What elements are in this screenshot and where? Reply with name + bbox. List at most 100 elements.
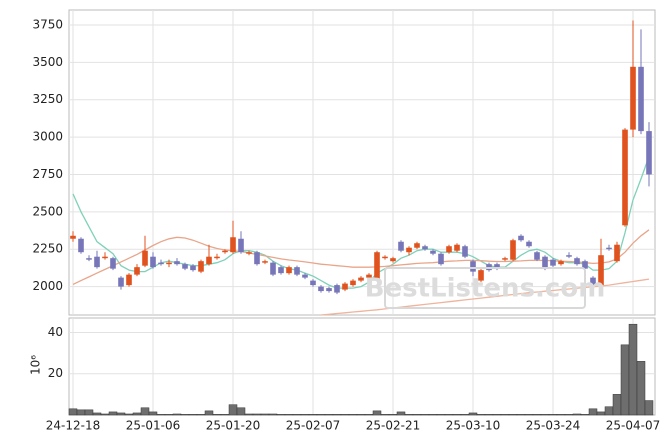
candle-body bbox=[222, 250, 228, 253]
candle-body bbox=[342, 283, 348, 290]
candle-body bbox=[374, 252, 380, 280]
candle-body bbox=[86, 258, 92, 260]
volume-bar bbox=[588, 408, 598, 416]
volume-bar bbox=[556, 414, 566, 416]
x-tick-label: 25-03-24 bbox=[526, 419, 580, 433]
y-tick-label: 2750 bbox=[32, 167, 63, 181]
volume-bar bbox=[84, 409, 94, 416]
candle-body bbox=[510, 240, 516, 260]
candle-body bbox=[358, 277, 364, 281]
x-tick-label: 25-03-10 bbox=[446, 419, 500, 433]
candle-body bbox=[534, 252, 540, 260]
candle-body bbox=[430, 250, 436, 254]
volume-bar bbox=[484, 414, 494, 416]
volume-bar bbox=[156, 414, 166, 416]
volume-bar bbox=[388, 414, 398, 416]
volume-bar bbox=[220, 414, 230, 416]
volume-bar bbox=[628, 323, 638, 416]
candle-body bbox=[142, 250, 148, 266]
volume-bar bbox=[644, 400, 654, 416]
candle-body bbox=[182, 264, 188, 269]
x-tick-label: 25-02-21 bbox=[366, 419, 420, 433]
candle-body bbox=[198, 261, 204, 272]
volume-bar bbox=[596, 411, 606, 416]
candle-body bbox=[502, 258, 508, 260]
candle-body bbox=[318, 286, 324, 292]
candle-body bbox=[422, 246, 428, 250]
volume-bar bbox=[196, 414, 206, 416]
volume-bar bbox=[212, 414, 222, 416]
candle-body bbox=[406, 247, 412, 253]
price-frame bbox=[68, 9, 656, 316]
volume-bar bbox=[308, 414, 318, 416]
volume-bar bbox=[636, 361, 646, 416]
candle-body bbox=[118, 277, 124, 287]
volume-bar bbox=[540, 414, 550, 416]
candle-body bbox=[598, 255, 604, 286]
candle-body bbox=[214, 256, 220, 259]
volume-bar bbox=[116, 412, 126, 416]
volume-bar bbox=[396, 411, 406, 416]
candle-body bbox=[582, 261, 588, 269]
volume-bar bbox=[252, 413, 262, 416]
volume-tick-label: 40 bbox=[48, 325, 63, 339]
candle-body bbox=[526, 241, 532, 247]
volume-bar bbox=[620, 344, 630, 416]
candle-body bbox=[166, 262, 172, 265]
volume-bar bbox=[292, 414, 302, 416]
volume-bar bbox=[188, 414, 198, 416]
candle-body bbox=[438, 253, 444, 265]
candle-body bbox=[518, 235, 524, 241]
candle-body bbox=[294, 267, 300, 275]
volume-bar bbox=[492, 414, 502, 416]
volume-bar bbox=[524, 414, 534, 416]
volume-bar bbox=[452, 414, 462, 416]
volume-bar bbox=[204, 410, 214, 416]
volume-bar bbox=[380, 414, 390, 416]
candle-body bbox=[590, 277, 596, 286]
candle-body bbox=[78, 238, 84, 253]
y-tick-label: 2500 bbox=[32, 204, 63, 218]
candle-body bbox=[334, 285, 340, 293]
candle-body bbox=[174, 261, 180, 265]
volume-bar bbox=[172, 413, 182, 416]
watermark: BestListens.com bbox=[365, 274, 606, 304]
volume-bar bbox=[108, 411, 118, 416]
volume-bar bbox=[236, 407, 246, 416]
candle-body bbox=[94, 256, 100, 268]
y-tick-label: 3000 bbox=[32, 130, 63, 144]
candle-body bbox=[614, 244, 620, 262]
candle-body bbox=[462, 246, 468, 257]
volume-bar bbox=[348, 414, 358, 416]
candle-body bbox=[558, 261, 564, 265]
x-tick-label: 25-01-06 bbox=[126, 419, 180, 433]
volume-bar bbox=[228, 404, 238, 416]
volume-bar bbox=[260, 413, 270, 416]
volume-bar bbox=[276, 414, 286, 416]
volume-bar bbox=[100, 413, 110, 416]
candle-body bbox=[254, 252, 260, 265]
candle-body bbox=[350, 280, 356, 286]
x-tick-label: 25-02-07 bbox=[286, 419, 340, 433]
y-tick-label: 2250 bbox=[32, 242, 63, 256]
candle-body bbox=[278, 267, 284, 274]
volume-bar bbox=[332, 414, 342, 416]
volume-bar bbox=[468, 412, 478, 416]
volume-bar bbox=[180, 414, 190, 416]
watermark-box bbox=[384, 267, 586, 309]
volume-bar bbox=[68, 408, 78, 416]
candle-body bbox=[390, 258, 396, 262]
volume-bar bbox=[124, 413, 134, 416]
volume-bar bbox=[564, 414, 574, 416]
candle-body bbox=[606, 247, 612, 250]
candle-body bbox=[566, 255, 572, 257]
moving-average-line bbox=[320, 278, 650, 316]
y-tick-label: 3750 bbox=[32, 17, 63, 31]
volume-bar bbox=[148, 411, 158, 416]
volume-bar bbox=[316, 414, 326, 416]
volume-bar bbox=[572, 413, 582, 416]
candle-body bbox=[446, 246, 452, 253]
candle-body bbox=[382, 256, 388, 259]
